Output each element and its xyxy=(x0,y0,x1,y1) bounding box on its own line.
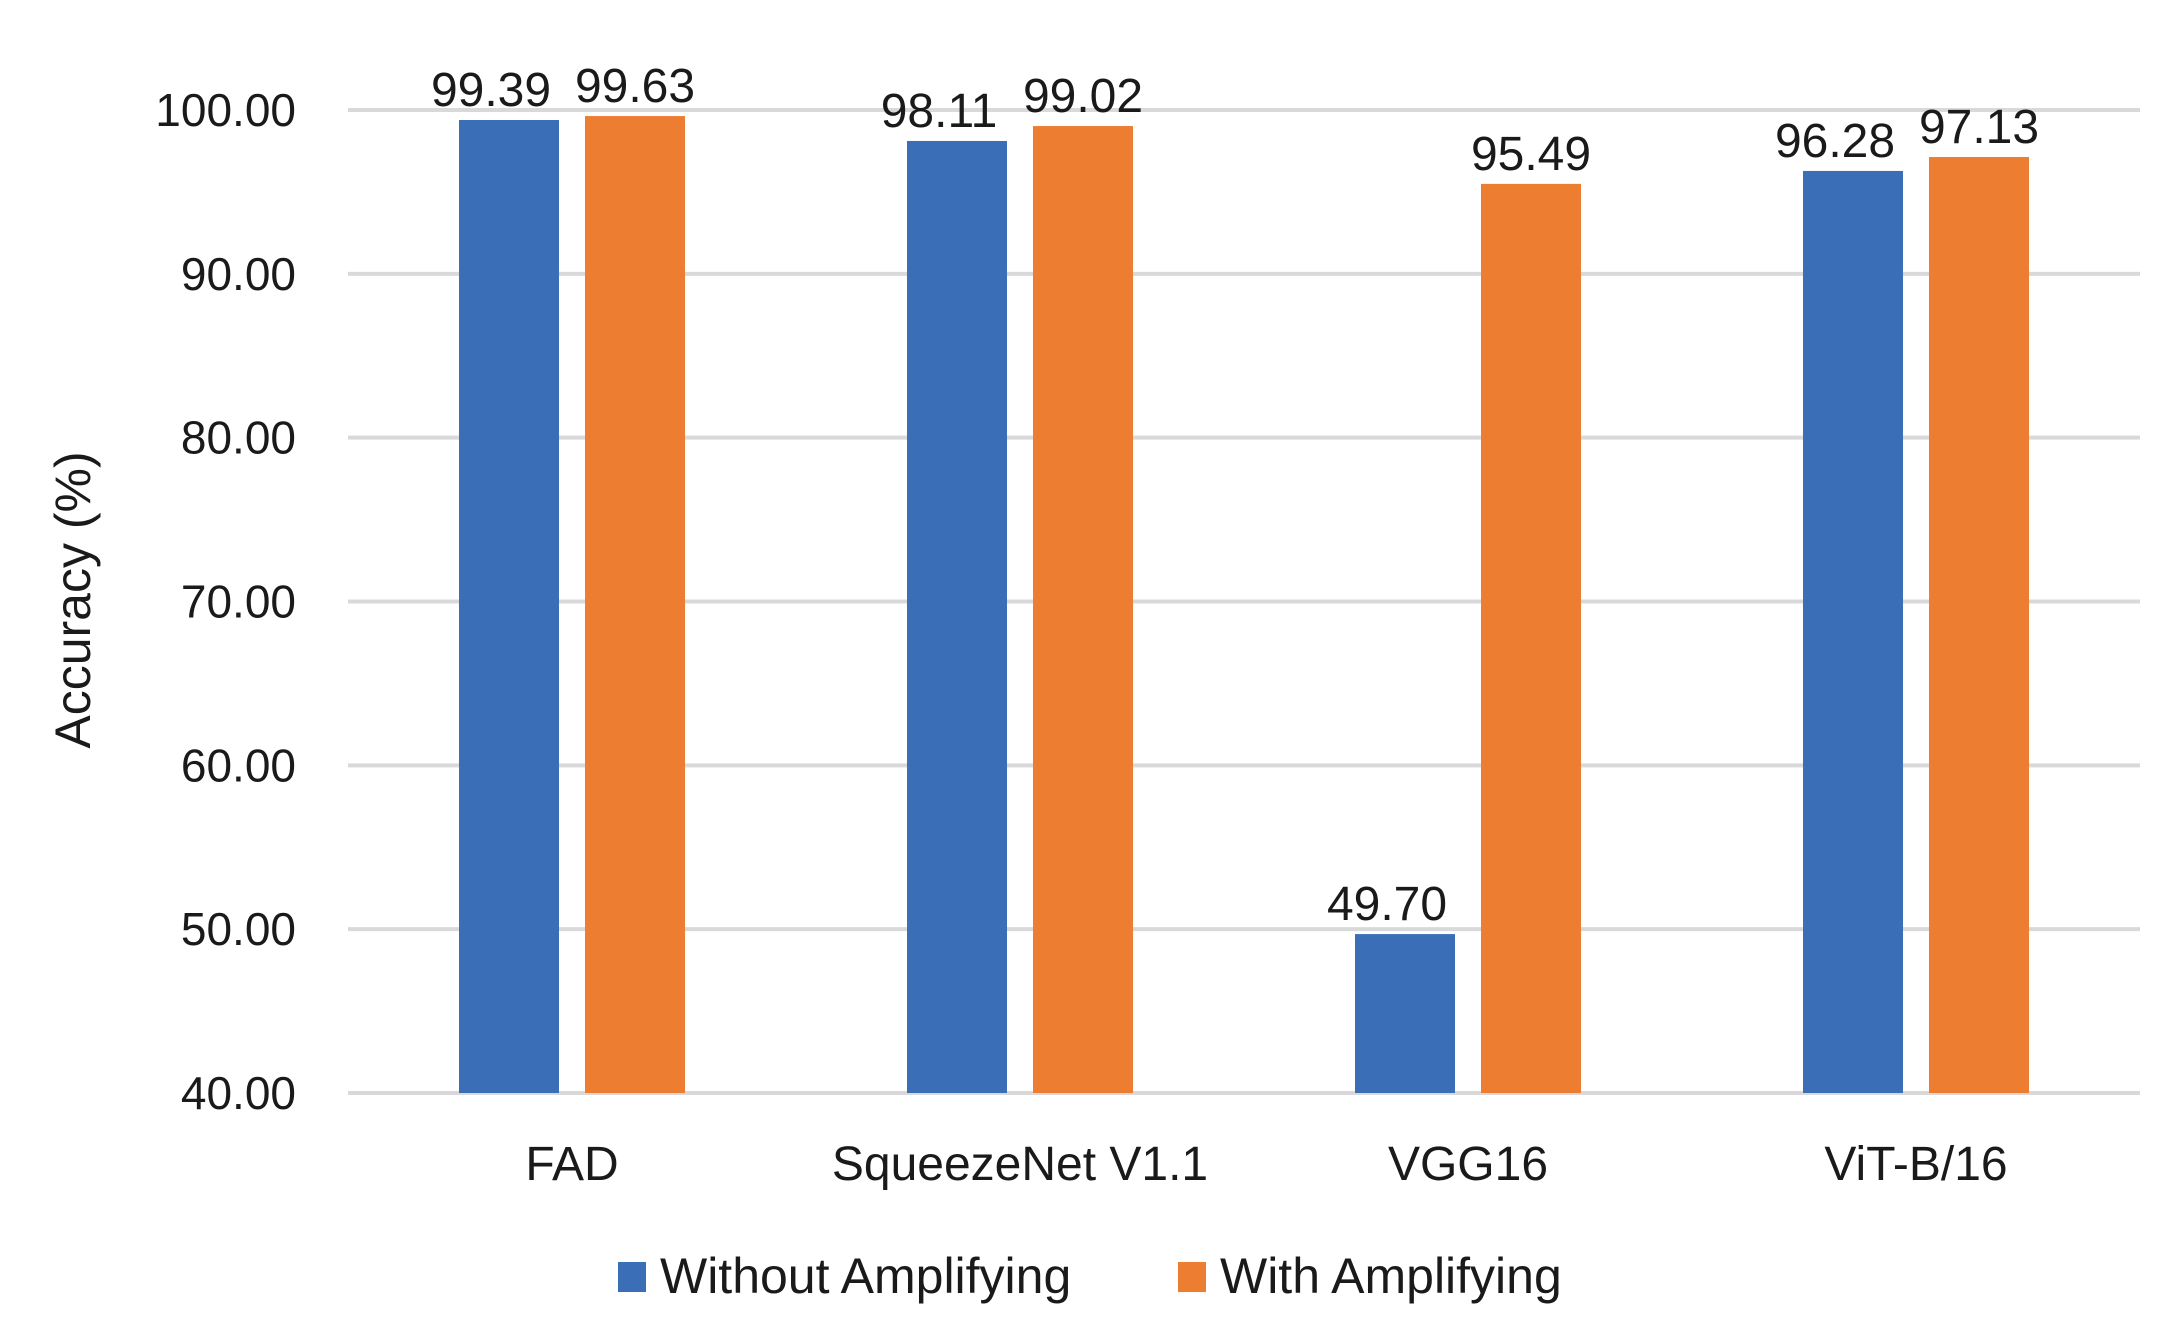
y-axis-title: Accuracy (%) xyxy=(45,451,101,748)
x-category-label: ViT-B/16 xyxy=(1824,1138,2007,1191)
bar-without-amplifying xyxy=(1803,170,1903,1094)
y-tick-label: 90.00 xyxy=(181,248,296,300)
x-category-label: SqueezeNet V1.1 xyxy=(832,1138,1208,1191)
y-tick-label: 100.00 xyxy=(155,84,296,136)
data-label: 98.11 xyxy=(881,85,998,138)
bars xyxy=(459,116,2029,1094)
bar-without-amplifying xyxy=(1355,934,1455,1093)
legend-label: With Amplifying xyxy=(1220,1248,1562,1304)
y-tick-label: 60.00 xyxy=(181,739,296,791)
bar-with-amplifying xyxy=(1033,126,1133,1093)
y-tick-label: 80.00 xyxy=(181,412,296,464)
y-tick-label: 70.00 xyxy=(181,576,296,628)
data-label: 99.63 xyxy=(575,60,695,113)
legend: Without Amplifying With Amplifying xyxy=(618,1248,1562,1304)
x-category-label: FAD xyxy=(525,1138,618,1191)
data-label: 49.70 xyxy=(1327,878,1447,931)
legend-swatch xyxy=(618,1262,646,1292)
data-label: 99.02 xyxy=(1023,70,1143,123)
bar-without-amplifying xyxy=(459,119,559,1093)
legend-label: Without Amplifying xyxy=(660,1248,1071,1304)
bar-with-amplifying xyxy=(1481,183,1581,1093)
data-label: 97.13 xyxy=(1919,101,2039,154)
x-axis-categories: FAD SqueezeNet V1.1 VGG16 ViT-B/16 xyxy=(525,1138,2007,1191)
y-axis-ticks: 40.00 50.00 60.00 70.00 80.00 90.00 100.00 xyxy=(155,84,296,1119)
bar-with-amplifying xyxy=(1929,157,2029,1094)
legend-swatch xyxy=(1178,1262,1206,1292)
y-tick-label: 50.00 xyxy=(181,903,296,955)
data-label: 95.49 xyxy=(1471,128,1591,181)
bar-with-amplifying xyxy=(585,116,685,1094)
bar-without-amplifying xyxy=(907,140,1007,1094)
data-label: 99.39 xyxy=(431,64,551,117)
x-category-label: VGG16 xyxy=(1388,1138,1548,1191)
y-tick-label: 40.00 xyxy=(181,1067,296,1119)
data-label: 96.28 xyxy=(1775,115,1895,168)
data-labels: 99.39 99.63 98.11 99.02 49.70 95.49 96.28 97.13 xyxy=(431,60,2039,931)
